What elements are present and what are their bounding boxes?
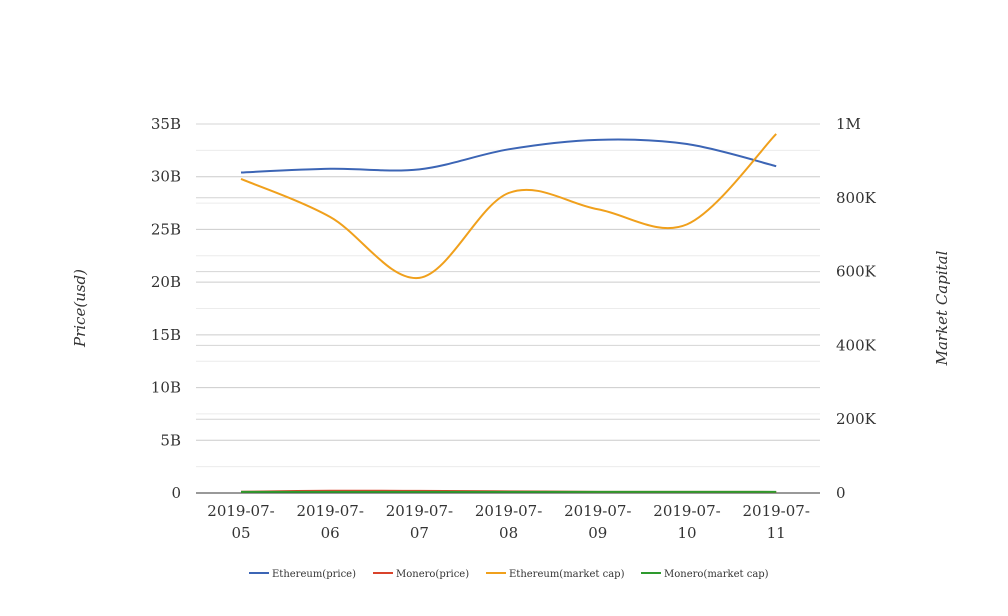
x-tick-label: 2019-07-08 <box>475 502 542 542</box>
x-tick-label: 2019-07-05 <box>207 502 274 542</box>
legend-item-monero-price[interactable]: Monero(price) <box>373 569 469 580</box>
y-tick-label: 0 <box>171 484 181 502</box>
y2-tick-label: 600K <box>836 263 877 281</box>
y-tick-label: 20B <box>151 273 181 291</box>
y2-tick-label: 400K <box>836 336 877 354</box>
legend[interactable]: Ethereum(price) Monero(price) Ethereum(mar… <box>249 569 769 580</box>
y-tick-label: 5B <box>160 431 181 449</box>
x-tick-label: 2019-07-07 <box>386 502 453 542</box>
legend-label: Monero(price) <box>396 569 469 580</box>
x-tick-label: 2019-07-11 <box>742 502 809 542</box>
y-tick-label: 25B <box>151 220 181 238</box>
y-tick-label: 15B <box>151 326 181 344</box>
x-axis-ticks: 2019-07-05 2019-07-06 2019-07-07 2019-07-08… <box>207 502 810 542</box>
y-tick-label: 10B <box>151 379 181 397</box>
y2-tick-label: 0 <box>836 484 846 502</box>
y2-axis-title: Market Capital <box>933 250 951 366</box>
legend-label: Ethereum(market cap) <box>509 569 625 580</box>
x-tick-label: 2019-07-10 <box>653 502 720 542</box>
y-axis-title: Price(usd) <box>71 269 89 348</box>
x-tick-label: 2019-07-06 <box>296 502 363 542</box>
legend-item-ethereum-market-cap[interactable]: Ethereum(market cap) <box>486 569 625 580</box>
y2-tick-label: 200K <box>836 410 877 428</box>
series-lines <box>240 133 777 493</box>
y-tick-label: 35B <box>151 115 181 133</box>
y-axis-left-ticks: 0 5B 10B 15B 20B 25B 30B 35B <box>151 115 181 502</box>
legend-item-ethereum-price[interactable]: Ethereum(price) <box>249 569 356 580</box>
legend-label: Monero(market cap) <box>664 569 769 580</box>
x-tick-label: 2019-07-09 <box>564 502 631 542</box>
y-axis-right-ticks: 0 200K 400K 600K 800K 1M <box>836 115 877 502</box>
legend-label: Ethereum(price) <box>272 569 356 580</box>
y2-tick-label: 1M <box>836 115 861 133</box>
y2-tick-label: 800K <box>836 189 877 207</box>
series-line-ethereum-market-cap <box>240 133 777 279</box>
y-tick-label: 30B <box>151 168 181 186</box>
grid-lines <box>196 123 820 468</box>
legend-item-monero-market-cap[interactable]: Monero(market cap) <box>641 569 769 580</box>
series-line-ethereum-price <box>240 138 777 174</box>
